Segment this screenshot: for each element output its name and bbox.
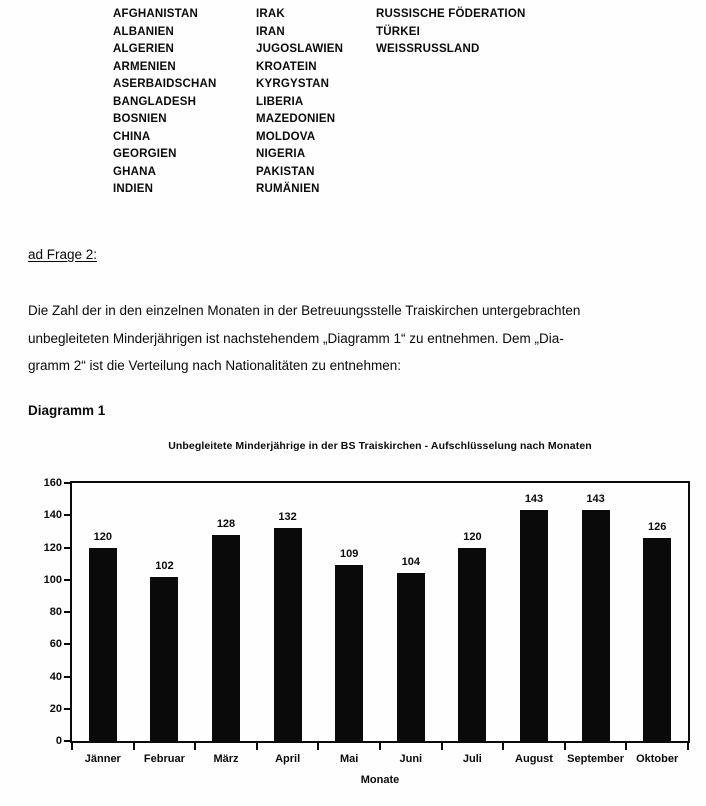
country-name: ARMENIEN [113, 60, 176, 73]
country-name: MAZEDONIEN [256, 113, 336, 125]
country-name: KROATEIN [256, 60, 317, 73]
bar [581, 510, 610, 741]
bar-value-label: 104 [401, 556, 420, 569]
paragraph-line: Die Zahl der in den einzelnen Monaten in… [28, 303, 581, 318]
x-axis-tick-label: April [275, 753, 301, 765]
country-name: RUMÄNIEN [256, 183, 320, 195]
country-name: RUSSISCHE FÖDERATION [376, 8, 526, 20]
bar-value-label: 102 [155, 559, 174, 572]
x-axis-tick-label: September [567, 753, 625, 765]
bar [643, 537, 672, 741]
bar-value-label: 126 [648, 520, 667, 533]
country-name: NIGERIA [256, 148, 306, 160]
x-axis-tick-mark [132, 743, 135, 750]
country-name: TÜRKEI [376, 25, 421, 38]
x-axis-tick-label: Jänner [84, 753, 121, 765]
bar [273, 528, 302, 741]
y-axis-tick-mark [64, 643, 72, 646]
country-name: KYRGYSTAN [256, 78, 330, 90]
bar-chart: Unbegleitete Minderjährige in der BS Tra… [44, 438, 690, 806]
country-name: BOSNIEN [113, 113, 167, 125]
bar-value-label: 120 [463, 530, 482, 543]
bar-value-label: 109 [340, 548, 359, 561]
country-name: ALGERIEN [113, 43, 175, 55]
country-name: LIBERIA [256, 95, 304, 108]
country-column: AFGHANISTAN ALBANIEN ALGERIEN ARMENIEN ASERB… [113, 6, 256, 199]
country-name: PAKISTAN [256, 165, 315, 178]
x-axis-tick-mark [255, 743, 258, 750]
x-axis-tick-mark [625, 743, 628, 750]
body-paragraph: Die Zahl der in den einzelnen Monaten in… [28, 297, 678, 380]
x-axis-tick-mark [317, 743, 320, 750]
x-axis-tick-mark [194, 743, 197, 750]
country-name: CHINA [113, 130, 151, 143]
x-axis-tick-mark [379, 743, 381, 750]
x-axis-tick-label: August [515, 753, 553, 765]
bar-value-label: 143 [524, 493, 544, 506]
y-axis-tick-mark [64, 546, 72, 549]
y-axis-tick-label: 100 [43, 573, 62, 586]
country-name: JUGOSLAWIEN [256, 43, 344, 55]
y-axis-tick-mark [64, 675, 72, 678]
country-column: IRAK IRAN JUGOSLAWIEN KROATEIN KYRGYSTAN LIBE… [256, 6, 376, 199]
country-column: RUSSISCHE FÖDERATION TÜRKEI WEISSRUSSLAND [376, 6, 525, 199]
x-axis-tick-mark [502, 743, 505, 750]
x-axis-tick-mark [71, 743, 73, 750]
x-axis-tick-mark [440, 743, 443, 750]
y-axis-tick-label: 120 [43, 541, 62, 554]
y-axis-tick-mark [64, 740, 72, 742]
x-axis-title: Monate [360, 774, 400, 786]
chart-title: Unbegleitete Minderjährige in der BS Tra… [168, 440, 592, 452]
bar [458, 547, 487, 741]
country-name: BANGLADESH [113, 95, 197, 108]
bar [88, 547, 117, 741]
country-name: IRAN [256, 25, 285, 38]
chart-plot-area: 0 20 40 60 80 100 120 140 160 120 102 128 132 109 104 1… [44, 477, 690, 765]
bar-value-label: 120 [93, 530, 112, 543]
x-axis-tick-label: Oktober [636, 753, 679, 765]
x-axis-tick-label: Juni [399, 753, 423, 765]
y-axis-tick-label: 140 [43, 509, 62, 522]
country-name: GHANA [113, 165, 157, 178]
bar [335, 565, 364, 741]
country-name: ASERBAIDSCHAN [113, 78, 217, 90]
paragraph-line: unbegleiteten Minderjährigen ist nachste… [28, 330, 564, 346]
y-axis-tick-label: 60 [49, 638, 62, 651]
y-axis-tick-mark [64, 514, 72, 517]
y-axis-tick-label: 20 [49, 702, 62, 715]
country-name: ALBANIEN [113, 25, 175, 38]
y-axis-tick-label: 40 [49, 670, 62, 683]
diagram-label: Diagramm 1 [28, 403, 106, 418]
x-axis-tick-label: März [213, 753, 239, 765]
y-axis-tick-mark [64, 611, 72, 613]
y-axis-tick-mark [64, 578, 72, 581]
country-name: IRAK [256, 8, 285, 20]
y-axis-tick-label: 160 [43, 477, 62, 489]
bar [150, 576, 179, 741]
x-axis-tick-mark [563, 743, 566, 750]
bar-value-label: 128 [216, 517, 236, 530]
y-axis-tick-label: 80 [49, 606, 62, 618]
bar-value-label: 143 [586, 493, 605, 506]
country-name: MOLDOVA [256, 130, 316, 143]
country-name: AFGHANISTAN [113, 8, 199, 20]
section-heading: ad Frage 2: [28, 247, 98, 262]
country-name: GEORGIEN [113, 148, 177, 160]
paragraph-line: gramm 2“ ist die Verteilung nach Nationa… [28, 358, 401, 373]
x-axis-tick-label: Mai [340, 753, 359, 765]
x-axis-tick-label: Juli [462, 753, 482, 765]
country-name: WEISSRUSSLAND [376, 43, 480, 55]
country-list: AFGHANISTAN ALBANIEN ALGERIEN ARMENIEN ASERB… [113, 6, 525, 199]
x-axis-tick-label: Februar [143, 753, 185, 765]
y-axis-tick-mark [64, 707, 72, 710]
bar [520, 510, 548, 741]
bar [396, 573, 425, 741]
bar-value-label: 132 [278, 511, 297, 524]
y-axis-tick-mark [64, 482, 72, 484]
x-axis-tick-mark [687, 743, 689, 750]
y-axis-tick-label: 0 [55, 735, 62, 747]
country-name: INDIEN [113, 183, 154, 195]
bar [212, 534, 240, 741]
